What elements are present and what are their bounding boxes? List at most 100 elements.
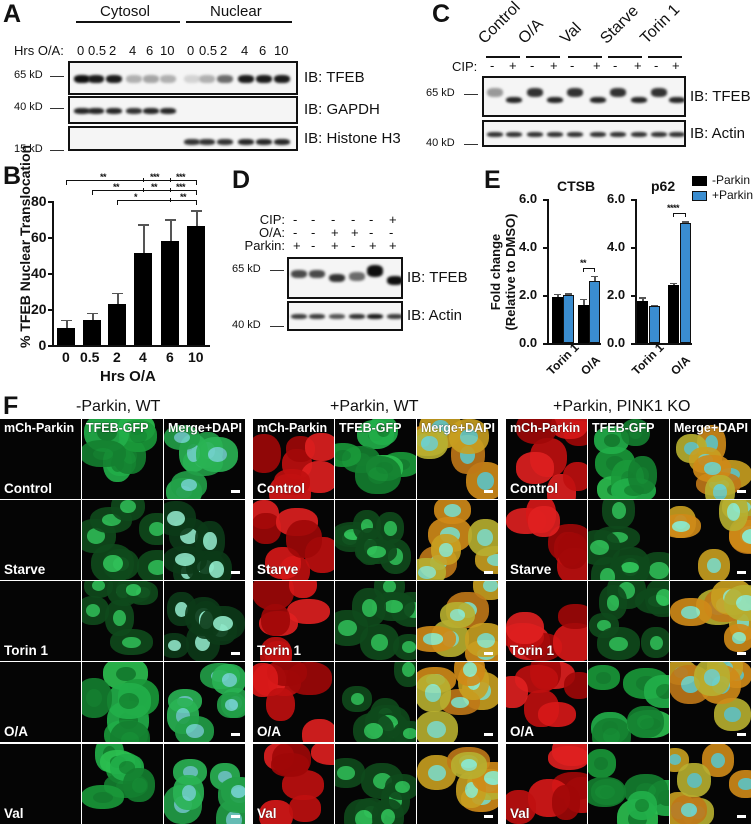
nucleus [175, 553, 195, 567]
nucleus [680, 803, 697, 817]
bracket-divider [170, 198, 171, 202]
error-bar [557, 293, 559, 298]
bar-minus-parkin-torin1 [552, 297, 563, 343]
cell [138, 512, 163, 545]
bracket-divider [170, 188, 171, 192]
condition-indicator: - [369, 225, 374, 240]
bracket-tick [92, 190, 93, 195]
nucleus [597, 619, 611, 632]
blot-band [160, 108, 176, 114]
y-tick [48, 309, 52, 311]
micrograph-minus-parkin-wt-val-tfeb-gfp [82, 744, 163, 824]
cell [670, 513, 702, 539]
blot-band [238, 75, 254, 83]
mw-marker-tick [50, 76, 64, 77]
bracket-tick [66, 180, 67, 185]
row-label-parkin: Parkin: [244, 238, 285, 253]
cell [705, 474, 735, 499]
error-cap [138, 224, 149, 226]
blot-band [74, 75, 90, 83]
cell [115, 581, 151, 603]
nucleus [594, 757, 609, 771]
x-tick-label: 2 [113, 349, 121, 365]
bracket-tick [673, 213, 674, 218]
blot-band [256, 138, 272, 145]
nucleus [732, 631, 746, 645]
error-cap [682, 221, 689, 223]
blot-band [106, 75, 122, 83]
blot-band [88, 75, 104, 83]
cell [123, 768, 156, 803]
blot-band [567, 132, 583, 137]
bar-minus-parkin-oa [578, 304, 589, 343]
blot-band [199, 138, 215, 145]
cell [450, 751, 487, 779]
cell [697, 549, 731, 580]
condition-indicator: - [311, 238, 316, 253]
condition-indicator: + [351, 225, 359, 240]
micrograph-minus-parkin-wt-starve-mch-parkin: Starve [0, 500, 81, 580]
error-bar [642, 297, 644, 301]
x-tick-label: 6 [166, 349, 174, 365]
nucleus [119, 693, 140, 710]
cell [417, 711, 458, 742]
blot-band [329, 274, 345, 282]
blot-band [527, 132, 543, 137]
cell [164, 545, 207, 574]
cell [626, 705, 664, 738]
scale-bar [231, 490, 240, 493]
y-tick [48, 345, 52, 347]
micrograph-minus-parkin-wt-starve-tfeb-gfp [82, 500, 163, 580]
bracket-tick [196, 180, 197, 185]
nucleus [713, 484, 727, 499]
y-tick-label: 0.0 [607, 335, 626, 350]
error-cap [112, 292, 123, 295]
cell [602, 500, 636, 530]
condition-indicator: - [293, 212, 298, 227]
y-tick [631, 199, 635, 201]
cell [506, 675, 528, 709]
cell [175, 715, 215, 742]
error-cap [87, 312, 98, 315]
blot-band [651, 132, 667, 137]
mw-marker-label: 40 kD [426, 137, 455, 149]
row-label-cip: CIP: [259, 212, 285, 227]
y-tick [48, 201, 52, 203]
micrograph-plus-parkin-pink1-ko-starve-mch-parkin: Starve [506, 500, 587, 580]
error-cap [565, 293, 572, 295]
nucleus [203, 532, 217, 550]
cell [385, 773, 416, 801]
nucleus [376, 424, 390, 438]
condition-label: Val [557, 19, 585, 48]
nucleus [635, 799, 649, 813]
row-label-oa: O/A: [258, 225, 285, 240]
blot-band [160, 75, 176, 83]
bar-minus-parkin-torin1 [637, 301, 648, 343]
cell [355, 455, 401, 494]
x-tick-label: 4 [139, 349, 147, 365]
nucleus [384, 599, 404, 614]
blot-band [506, 97, 522, 103]
x-tick-label: 10 [188, 349, 204, 365]
cell [110, 721, 150, 742]
cell [552, 622, 587, 661]
blot-band [143, 75, 159, 83]
cell [352, 713, 394, 742]
nucleus [335, 449, 352, 461]
nucleus [186, 724, 204, 738]
cell [90, 543, 135, 580]
condition-underline [486, 56, 520, 58]
cell [196, 437, 238, 472]
error-cap [591, 275, 598, 278]
nucleus [122, 447, 138, 465]
cip-indicator: - [570, 58, 575, 73]
cip-indicator: + [634, 58, 642, 73]
cell [723, 623, 751, 652]
blot-band [217, 75, 233, 83]
channel-label: TFEB-GFP [339, 421, 402, 435]
nucleus [383, 521, 397, 536]
cell [598, 585, 627, 621]
group-underline-nuclear [186, 21, 292, 23]
micrograph-plus-parkin-pink1-ko-control-mch-parkin: mCh-Parkin Control [506, 419, 587, 499]
y-axis-title: % TFEB Nuclear Translocation [17, 144, 33, 348]
